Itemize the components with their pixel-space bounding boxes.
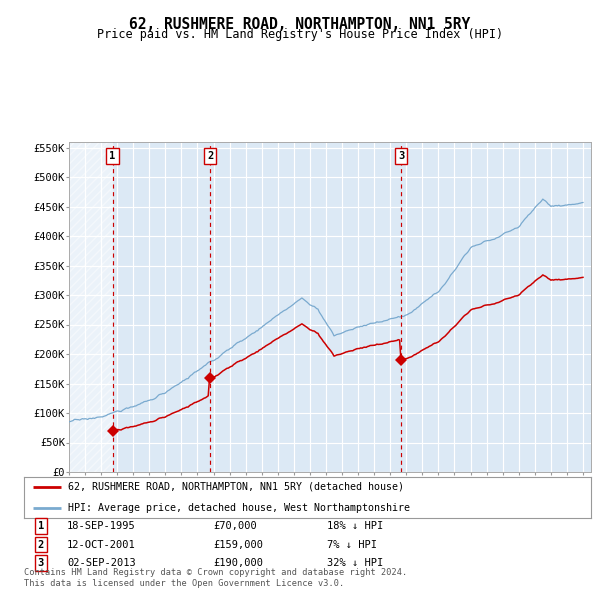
Text: 1: 1 <box>38 522 44 531</box>
Text: £70,000: £70,000 <box>213 522 257 531</box>
Text: 12-OCT-2001: 12-OCT-2001 <box>67 540 136 549</box>
Text: 2: 2 <box>38 540 44 549</box>
Text: 18% ↓ HPI: 18% ↓ HPI <box>327 522 383 531</box>
Text: 62, RUSHMERE ROAD, NORTHAMPTON, NN1 5RY: 62, RUSHMERE ROAD, NORTHAMPTON, NN1 5RY <box>130 17 470 31</box>
Text: 18-SEP-1995: 18-SEP-1995 <box>67 522 136 531</box>
Text: £159,000: £159,000 <box>213 540 263 549</box>
Text: 3: 3 <box>398 152 404 161</box>
Text: 2: 2 <box>207 152 214 161</box>
Text: Price paid vs. HM Land Registry's House Price Index (HPI): Price paid vs. HM Land Registry's House … <box>97 28 503 41</box>
Text: 7% ↓ HPI: 7% ↓ HPI <box>327 540 377 549</box>
Text: HPI: Average price, detached house, West Northamptonshire: HPI: Average price, detached house, West… <box>68 503 410 513</box>
Text: 02-SEP-2013: 02-SEP-2013 <box>67 558 136 568</box>
Text: 62, RUSHMERE ROAD, NORTHAMPTON, NN1 5RY (detached house): 62, RUSHMERE ROAD, NORTHAMPTON, NN1 5RY … <box>68 481 404 491</box>
Text: 32% ↓ HPI: 32% ↓ HPI <box>327 558 383 568</box>
Text: Contains HM Land Registry data © Crown copyright and database right 2024.
This d: Contains HM Land Registry data © Crown c… <box>24 568 407 588</box>
Text: 3: 3 <box>38 558 44 568</box>
Text: 1: 1 <box>109 152 116 161</box>
Text: £190,000: £190,000 <box>213 558 263 568</box>
Bar <box>69 142 113 472</box>
